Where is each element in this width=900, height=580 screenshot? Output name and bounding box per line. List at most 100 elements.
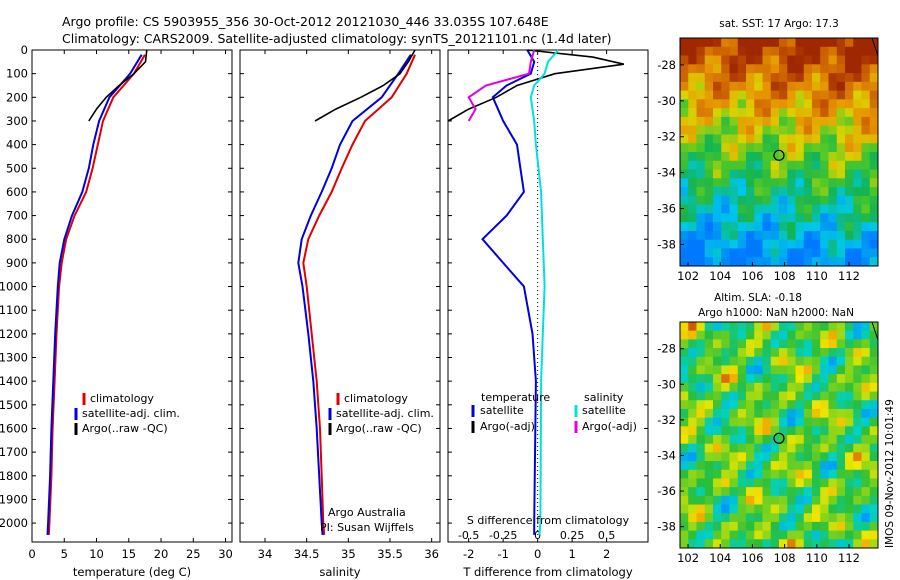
map-cell [713, 230, 722, 241]
map-cell [746, 504, 755, 514]
temperature-xlabel: temperature (deg C) [73, 565, 191, 579]
map-cell [721, 495, 730, 506]
map-cell [713, 116, 722, 127]
map-cell [762, 521, 772, 532]
map-cell [729, 348, 739, 358]
map-cell [803, 204, 813, 214]
map-cell [869, 55, 879, 65]
map-cell [803, 213, 813, 223]
map-cell [820, 513, 829, 523]
map-cell [721, 435, 730, 445]
map-cell [803, 504, 813, 514]
map-cell [836, 73, 846, 83]
map-cell [713, 178, 722, 188]
map-cell [754, 116, 763, 127]
map-cell [696, 374, 706, 384]
map-x-tick-label: 110 [806, 269, 828, 283]
map-cell [746, 513, 755, 523]
map-cell [696, 125, 706, 135]
map-cell [680, 73, 689, 83]
map-cell [803, 116, 813, 127]
map-cell [812, 152, 821, 162]
sla-map-title-2: Argo h1000: NaN h2000: NaN [698, 307, 854, 319]
map-cell [845, 187, 854, 197]
map-cell [688, 469, 697, 479]
x-top-tick-label: -0.25 [489, 529, 517, 542]
map-cell [845, 143, 854, 153]
map-cell [762, 64, 772, 74]
map-cell [688, 239, 697, 249]
map-cell [820, 478, 829, 488]
map-cell [696, 187, 706, 197]
map-cell [845, 426, 854, 436]
map-cell [770, 487, 780, 497]
x-tick-label: 5 [61, 547, 68, 561]
map-cell [795, 64, 805, 74]
map-cell [688, 521, 697, 532]
map-cell [737, 108, 747, 118]
map-cell [754, 339, 763, 349]
map-cell [803, 143, 813, 153]
map-cell [820, 152, 829, 162]
map-cell [729, 408, 739, 419]
map-cell [770, 521, 780, 532]
map-cell [845, 339, 854, 349]
map-cell [853, 134, 862, 144]
map-cell [688, 461, 697, 471]
map-cell [729, 152, 739, 162]
map-cell [795, 81, 805, 92]
map-cell [828, 356, 838, 366]
map-cell [754, 187, 763, 197]
series-blue-line [46, 54, 143, 535]
map-cell [704, 487, 714, 497]
map-cell [869, 125, 879, 135]
x-tick-label: 2 [603, 547, 610, 561]
map-cell [746, 64, 755, 74]
map-cell [680, 365, 689, 375]
map-cell [754, 195, 763, 206]
map-cell [853, 374, 862, 384]
map-cell [828, 73, 838, 83]
map-cell [729, 90, 739, 100]
map-cell [721, 204, 730, 214]
map-cell [836, 90, 846, 100]
map-cell [803, 469, 813, 479]
map-cell [861, 426, 871, 436]
map-cell [787, 169, 796, 179]
map-cell [861, 222, 871, 232]
map-cell [869, 81, 879, 92]
map-cell [721, 487, 730, 497]
map-cell [812, 374, 821, 384]
map-cell [828, 116, 838, 127]
map-cell [680, 134, 689, 144]
map-cell [803, 108, 813, 118]
map-cell [713, 443, 722, 453]
map-cell [680, 408, 689, 419]
map-cell [836, 116, 846, 127]
map-cell [845, 230, 854, 241]
map-cell [812, 452, 821, 462]
map-cell [713, 417, 722, 427]
map-cell [795, 426, 805, 436]
map-cell [795, 257, 805, 267]
map-cell [721, 330, 730, 340]
map-cell [828, 435, 838, 445]
map-cell [779, 230, 788, 241]
map-cell [836, 46, 846, 57]
map-cell [754, 55, 763, 65]
map-cell [836, 64, 846, 74]
map-cell [729, 365, 739, 375]
map-cell [820, 187, 829, 197]
map-cell [828, 452, 838, 462]
temperature-panel-frame [31, 49, 233, 543]
map-cell [713, 195, 722, 206]
map-cell [737, 169, 747, 179]
map-cell [861, 539, 871, 549]
map-cell [704, 46, 714, 57]
legend-item: climatology [90, 392, 154, 405]
map-cell [869, 356, 879, 366]
map-cell [828, 330, 838, 340]
map-cell [795, 222, 805, 232]
depth-tick-label: 1400 [0, 374, 28, 388]
map-cell [861, 239, 871, 249]
